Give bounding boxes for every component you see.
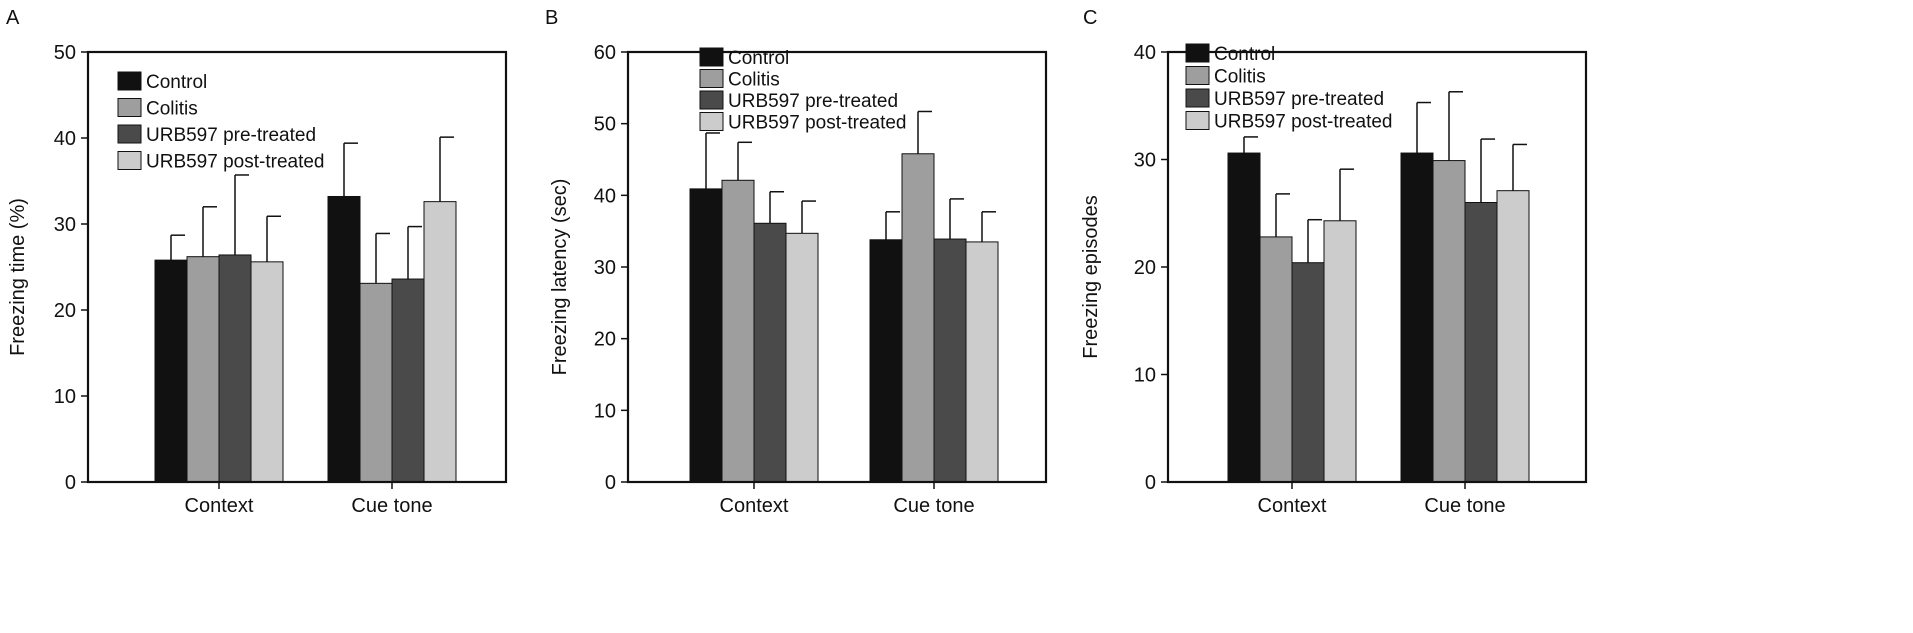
y-tick-label: 40 bbox=[594, 185, 616, 207]
y-tick-label: 50 bbox=[54, 42, 76, 64]
legend-label: URB597 pre-treated bbox=[146, 125, 316, 146]
legend-swatch bbox=[1185, 88, 1210, 108]
bar-2-2 bbox=[901, 153, 935, 483]
legend-swatch bbox=[117, 151, 142, 170]
bar-2-1 bbox=[186, 256, 220, 483]
y-tick-label: 40 bbox=[1134, 42, 1156, 64]
bar-3-2 bbox=[391, 278, 425, 483]
legend-label: URB597 post-treated bbox=[1214, 112, 1393, 133]
y-tick-label: 10 bbox=[54, 386, 76, 408]
x-category-label: Context bbox=[720, 495, 789, 517]
chart-panel-a: A 0 10 20 30 40 50 Context Cue tone Freezing time… bbox=[6, 7, 508, 517]
bar-2-1 bbox=[721, 179, 755, 483]
legend-label: Control bbox=[146, 72, 207, 93]
bar-2-2 bbox=[359, 282, 393, 483]
panel-letter: B bbox=[545, 7, 558, 29]
y-axis-title: Freezing time (%) bbox=[7, 198, 29, 356]
bar-1-2 bbox=[869, 239, 903, 483]
bar-1-2 bbox=[327, 195, 361, 483]
legend-swatch bbox=[117, 71, 142, 91]
legend-swatch bbox=[1185, 111, 1210, 130]
legend-swatch bbox=[117, 98, 142, 117]
panel-letter: A bbox=[6, 7, 20, 29]
x-category-label: Context bbox=[185, 495, 254, 517]
legend-label: Control bbox=[728, 48, 789, 69]
bar-4-2 bbox=[1496, 190, 1530, 483]
bar-4-1 bbox=[785, 232, 819, 483]
plot-frame bbox=[86, 50, 508, 484]
bar-1-2 bbox=[1400, 152, 1434, 483]
bar-2-1 bbox=[1259, 236, 1293, 483]
y-tick-label: 30 bbox=[594, 257, 616, 279]
legend-swatch bbox=[1185, 66, 1210, 85]
x-category-label: Cue tone bbox=[893, 495, 974, 517]
bar-3-1 bbox=[1291, 262, 1325, 483]
x-category-label: Cue tone bbox=[1424, 495, 1505, 517]
x-category-label: Context bbox=[1258, 495, 1327, 517]
y-axis-title: Freezing latency (sec) bbox=[549, 179, 571, 376]
bar-3-1 bbox=[218, 254, 252, 483]
y-tick-label: 50 bbox=[594, 114, 616, 136]
bar-3-2 bbox=[1464, 202, 1498, 483]
y-tick-label: 60 bbox=[594, 42, 616, 64]
y-tick-label: 0 bbox=[1145, 472, 1156, 494]
legend-label: URB597 pre-treated bbox=[1214, 89, 1384, 110]
y-tick-label: 10 bbox=[1134, 365, 1156, 387]
y-axis-title: Freezing episodes bbox=[1080, 195, 1102, 358]
y-tick-label: 0 bbox=[605, 472, 616, 494]
y-tick-label: 40 bbox=[54, 128, 76, 150]
legend-label: Colitis bbox=[728, 70, 780, 91]
bar-3-1 bbox=[753, 222, 787, 483]
bar-2-2 bbox=[1432, 160, 1466, 483]
bar-1-1 bbox=[689, 188, 723, 483]
bar-4-1 bbox=[250, 261, 284, 483]
bar-3-2 bbox=[933, 238, 967, 483]
y-tick-label: 30 bbox=[54, 214, 76, 236]
legend-swatch bbox=[699, 112, 724, 131]
chart-panel-b: B 0 10 20 30 40 50 60 Context Cue tone Freezing la… bbox=[545, 7, 1048, 517]
bar-4-1 bbox=[1323, 220, 1357, 483]
y-tick-label: 10 bbox=[594, 400, 616, 422]
y-tick-label: 20 bbox=[1134, 257, 1156, 279]
legend-swatch bbox=[699, 90, 724, 110]
y-tick-label: 20 bbox=[594, 329, 616, 351]
legend-swatch bbox=[117, 124, 142, 144]
legend-label: Colitis bbox=[1214, 67, 1266, 88]
legend-label: URB597 post-treated bbox=[728, 113, 907, 134]
bar-4-2 bbox=[965, 241, 999, 483]
x-category-label: Cue tone bbox=[351, 495, 432, 517]
legend-label: URB597 pre-treated bbox=[728, 91, 898, 112]
legend-swatch bbox=[1185, 43, 1210, 63]
legend-label: Colitis bbox=[146, 99, 198, 120]
bar-1-1 bbox=[154, 259, 188, 483]
y-tick-label: 0 bbox=[65, 472, 76, 494]
chart-panel-c: C 0 10 20 30 40 Context Cue tone Freezing episod… bbox=[1080, 7, 1588, 517]
legend-label: Control bbox=[1214, 44, 1275, 65]
bar-1-1 bbox=[1227, 152, 1261, 483]
y-tick-label: 30 bbox=[1134, 150, 1156, 172]
panel-letter: C bbox=[1083, 7, 1097, 29]
legend-swatch bbox=[699, 47, 724, 67]
y-tick-label: 20 bbox=[54, 300, 76, 322]
legend-swatch bbox=[699, 69, 724, 88]
legend-label: URB597 post-treated bbox=[146, 152, 325, 173]
bar-4-2 bbox=[423, 201, 457, 483]
